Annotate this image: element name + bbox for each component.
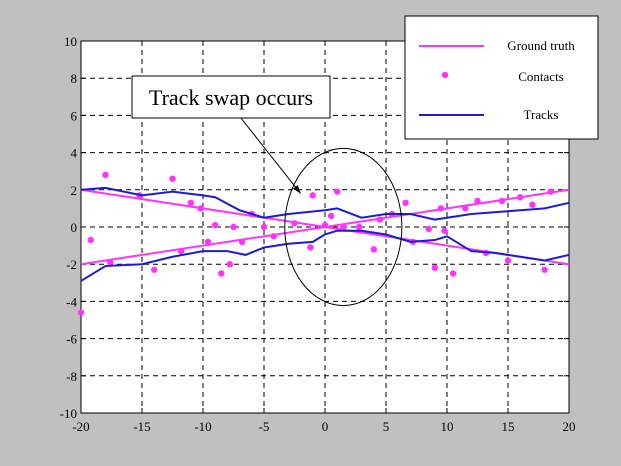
series-layer	[77, 171, 570, 316]
x-tick-label: 15	[502, 419, 515, 434]
y-tick-label: -6	[66, 332, 77, 347]
contact-point	[218, 270, 225, 277]
contact-point	[462, 205, 469, 212]
contact-point	[334, 188, 341, 195]
legend-box	[404, 15, 599, 140]
contact-point	[449, 270, 457, 277]
contact-point	[169, 175, 176, 182]
contact-point	[370, 246, 377, 253]
y-tick-label: 4	[71, 146, 78, 161]
y-tick-label: 2	[71, 183, 78, 198]
overlay-layer: Track swap occurs	[131, 75, 403, 307]
contact-point	[212, 221, 219, 229]
contact-point	[260, 223, 268, 231]
y-tick-label: -8	[66, 369, 77, 384]
contact-point	[151, 266, 158, 273]
y-tick-label: 8	[71, 71, 78, 86]
contact-point	[441, 227, 448, 234]
x-tick-label: 20	[563, 419, 576, 434]
x-tick-label: -15	[133, 419, 150, 434]
contact-point	[204, 238, 212, 246]
contact-point	[504, 257, 512, 264]
contact-point	[291, 220, 298, 227]
legend-label: Contacts	[518, 69, 564, 84]
contact-point	[77, 309, 85, 316]
contact-point	[340, 223, 347, 231]
x-tick-label: 5	[383, 419, 390, 434]
y-tick-label: 0	[71, 220, 78, 235]
x-tick-label: -20	[72, 419, 89, 434]
contact-point	[541, 266, 548, 273]
y-tick-label: 6	[71, 108, 78, 123]
y-tick-label: 10	[64, 34, 77, 49]
x-tick-label: 0	[322, 419, 329, 434]
contact-point	[517, 194, 524, 201]
contact-point	[376, 216, 384, 223]
annotation-arrowhead	[292, 184, 301, 194]
y-tick-label: -4	[66, 294, 77, 309]
contact-point	[107, 259, 114, 266]
contact-point	[402, 199, 409, 207]
legend-label: Tracks	[524, 107, 559, 122]
contact-point	[187, 199, 194, 207]
annotation-text: Track swap occurs	[149, 85, 313, 110]
contact-point	[425, 225, 432, 233]
annotation-box	[131, 75, 331, 119]
contact-point	[307, 244, 314, 251]
contact-point	[327, 212, 335, 220]
y-tick-label: -10	[60, 406, 77, 421]
legend-label: Ground truth	[507, 38, 575, 53]
contact-point	[431, 264, 438, 272]
contact-point	[197, 205, 204, 212]
contact-point	[87, 236, 94, 244]
contact-point	[529, 201, 536, 208]
contact-point	[474, 197, 481, 205]
contact-point	[498, 197, 506, 205]
y-tick-label: -2	[66, 257, 77, 272]
contact-point	[177, 247, 185, 255]
contact-point	[437, 205, 445, 212]
contact-point	[226, 261, 234, 268]
track-line	[80, 229, 570, 282]
legend: Ground truth Contacts Tracks	[404, 15, 599, 140]
contact-point	[547, 188, 554, 195]
x-tick-label: -5	[259, 419, 270, 434]
contact-point	[309, 192, 316, 199]
legend-swatch-dot	[441, 71, 449, 79]
annotation-arrow	[240, 117, 301, 194]
contact-point	[230, 223, 237, 231]
contact-point	[321, 221, 329, 229]
track-line	[80, 186, 570, 221]
track-swap-circle	[284, 147, 403, 307]
x-tick-label: 10	[441, 419, 454, 434]
x-tick-label: -10	[194, 419, 211, 434]
contact-point	[270, 233, 277, 240]
contact-point	[238, 238, 246, 246]
contact-point	[102, 171, 109, 179]
contact-point	[355, 223, 363, 231]
